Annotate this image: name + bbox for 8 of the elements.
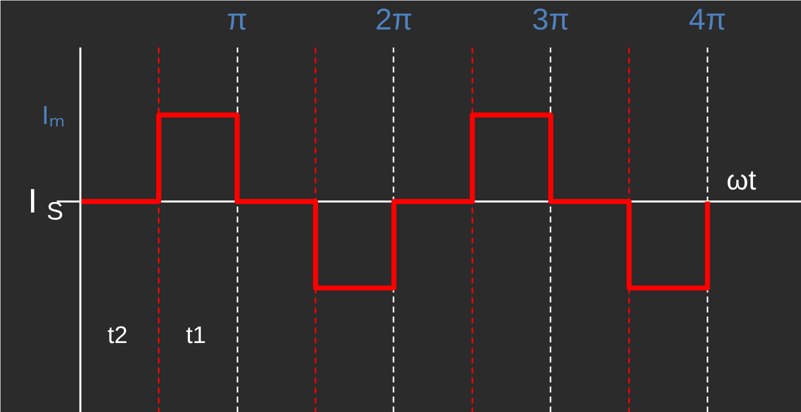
- x-tick-label: π: [226, 4, 248, 36]
- x-axis-title: ωt: [726, 164, 756, 196]
- text: t2: [108, 322, 128, 350]
- x-tick-label: 2π: [375, 4, 413, 36]
- annotation: Iₘ: [42, 100, 65, 130]
- x-tick-label: 3π: [532, 4, 570, 36]
- x-tick-label: 4π: [688, 4, 726, 36]
- text: t1: [186, 322, 206, 350]
